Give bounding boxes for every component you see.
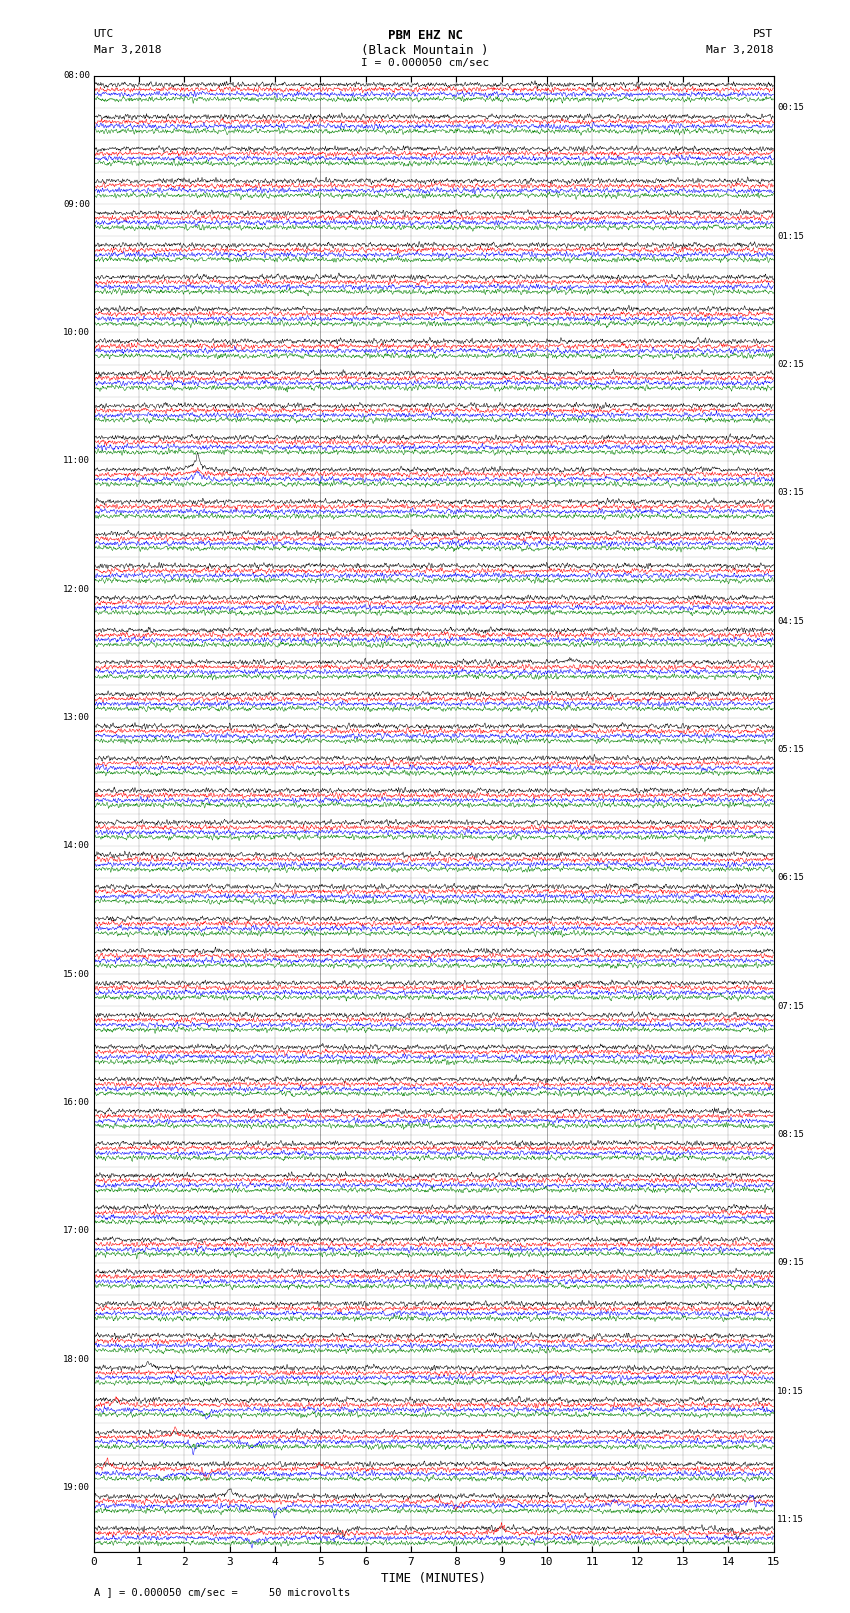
Text: 13:00: 13:00 [63,713,90,723]
Text: 09:00: 09:00 [63,200,90,208]
Text: 08:00: 08:00 [63,71,90,81]
Text: 01:15: 01:15 [777,232,804,240]
Text: 14:00: 14:00 [63,842,90,850]
Text: 17:00: 17:00 [63,1226,90,1236]
Text: 04:15: 04:15 [777,616,804,626]
X-axis label: TIME (MINUTES): TIME (MINUTES) [381,1573,486,1586]
Text: 03:15: 03:15 [777,489,804,497]
Text: 08:15: 08:15 [777,1131,804,1139]
Text: PST: PST [753,29,774,39]
Text: UTC: UTC [94,29,114,39]
Text: 00:15: 00:15 [777,103,804,113]
Text: 07:15: 07:15 [777,1002,804,1011]
Text: 15:00: 15:00 [63,969,90,979]
Text: 02:15: 02:15 [777,360,804,369]
Text: 05:15: 05:15 [777,745,804,755]
Text: 06:15: 06:15 [777,873,804,882]
Text: 09:15: 09:15 [777,1258,804,1268]
Text: PBM EHZ NC: PBM EHZ NC [388,29,462,42]
Text: 18:00: 18:00 [63,1355,90,1363]
Text: (Black Mountain ): (Black Mountain ) [361,44,489,56]
Text: 10:15: 10:15 [777,1387,804,1395]
Text: Mar 3,2018: Mar 3,2018 [94,45,161,55]
Text: 12:00: 12:00 [63,584,90,594]
Text: A ] = 0.000050 cm/sec =     50 microvolts: A ] = 0.000050 cm/sec = 50 microvolts [94,1587,349,1597]
Text: Mar 3,2018: Mar 3,2018 [706,45,774,55]
Text: 11:15: 11:15 [777,1515,804,1524]
Text: 11:00: 11:00 [63,456,90,465]
Text: 16:00: 16:00 [63,1098,90,1107]
Text: 19:00: 19:00 [63,1482,90,1492]
Text: 10:00: 10:00 [63,327,90,337]
Text: I = 0.000050 cm/sec: I = 0.000050 cm/sec [361,58,489,68]
